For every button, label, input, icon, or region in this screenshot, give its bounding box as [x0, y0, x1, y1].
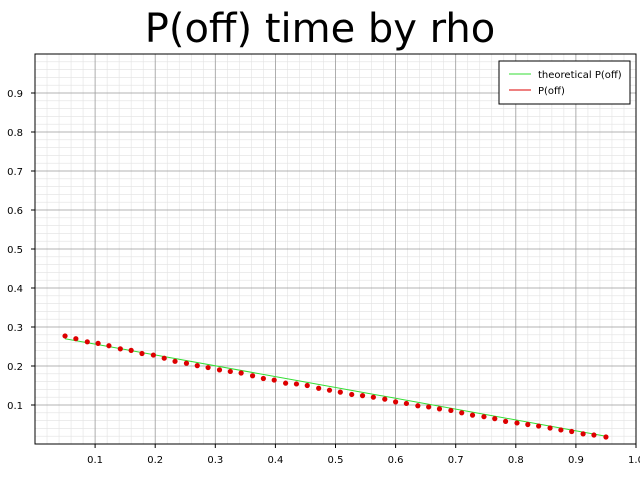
data-point [393, 399, 399, 405]
y-tick-label: 0.5 [7, 245, 23, 256]
data-point [271, 377, 277, 383]
data-point [84, 339, 90, 345]
data-point [492, 416, 498, 422]
data-point [536, 423, 542, 429]
data-point [260, 375, 266, 382]
data-point [359, 393, 366, 399]
data-point [448, 407, 454, 414]
data-point [502, 418, 509, 424]
y-tick-label: 0.3 [7, 323, 23, 334]
data-point [283, 380, 289, 386]
data-point [514, 420, 520, 426]
data-point [349, 391, 355, 398]
y-tick-label: 0.8 [7, 128, 23, 139]
data-point [62, 333, 68, 339]
x-tick-label: 0.1 [87, 455, 103, 466]
data-point [106, 343, 112, 349]
data-point [403, 400, 410, 407]
data-point [117, 346, 123, 352]
data-point [73, 336, 79, 342]
data-point [249, 373, 256, 379]
data-point [370, 394, 376, 400]
data-point [238, 370, 244, 376]
data-point [569, 428, 575, 435]
data-point [150, 352, 156, 358]
data-point [139, 350, 145, 357]
x-tick-label: 1.0 [628, 455, 640, 466]
data-point [525, 421, 531, 428]
data-point [436, 406, 443, 412]
x-tick-label: 0.8 [508, 455, 524, 466]
x-tick-label: 0.4 [267, 455, 283, 466]
y-tick-label: 0.7 [7, 167, 23, 178]
data-point [95, 340, 101, 346]
data-point [205, 364, 211, 371]
data-point [161, 355, 167, 361]
y-tick-label: 0.4 [7, 284, 23, 295]
data-point [426, 404, 432, 410]
data-point [603, 434, 609, 440]
y-tick-label: 0.6 [7, 206, 23, 217]
data-point [316, 385, 322, 391]
legend-label: theoretical P(off) [538, 70, 622, 81]
data-point [293, 381, 300, 387]
major-grid [35, 54, 636, 444]
data-point [547, 425, 553, 431]
data-point [459, 410, 465, 416]
data-point [591, 432, 597, 438]
x-tick-label: 0.6 [388, 455, 404, 466]
series-layer [62, 333, 609, 440]
y-tick-label: 0.9 [7, 89, 23, 100]
data-point [337, 389, 343, 395]
data-point [382, 396, 388, 402]
legend: theoretical P(off) P(off) [498, 60, 631, 105]
data-point [326, 387, 333, 393]
data-point [227, 368, 233, 375]
x-tick-label: 0.7 [448, 455, 464, 466]
data-point [128, 347, 134, 353]
x-tick-label: 0.3 [207, 455, 223, 466]
data-point [172, 358, 178, 364]
data-point [558, 427, 564, 433]
data-point [580, 431, 586, 437]
x-tick-label: 0.5 [328, 455, 344, 466]
legend-label: P(off) [538, 86, 565, 97]
data-point [481, 414, 487, 420]
chart-title: P(off) time by rho [145, 6, 496, 52]
data-point [194, 363, 200, 369]
y-tick-label: 0.2 [7, 362, 23, 373]
data-point [469, 412, 476, 418]
data-point [415, 403, 421, 409]
data-point [216, 367, 223, 373]
data-point [304, 382, 310, 389]
legend-box [498, 60, 631, 105]
x-axis: 0.1 0.2 0.3 0.4 0.5 0.6 0.7 0.8 0.9 1.0 [87, 444, 640, 466]
x-tick-label: 0.9 [568, 455, 584, 466]
data-point [183, 360, 190, 366]
y-tick-label: 0.1 [7, 401, 23, 412]
y-axis: 0.1 0.2 0.3 0.4 0.5 0.6 0.7 0.8 0.9 [7, 89, 35, 412]
x-tick-label: 0.2 [147, 455, 163, 466]
